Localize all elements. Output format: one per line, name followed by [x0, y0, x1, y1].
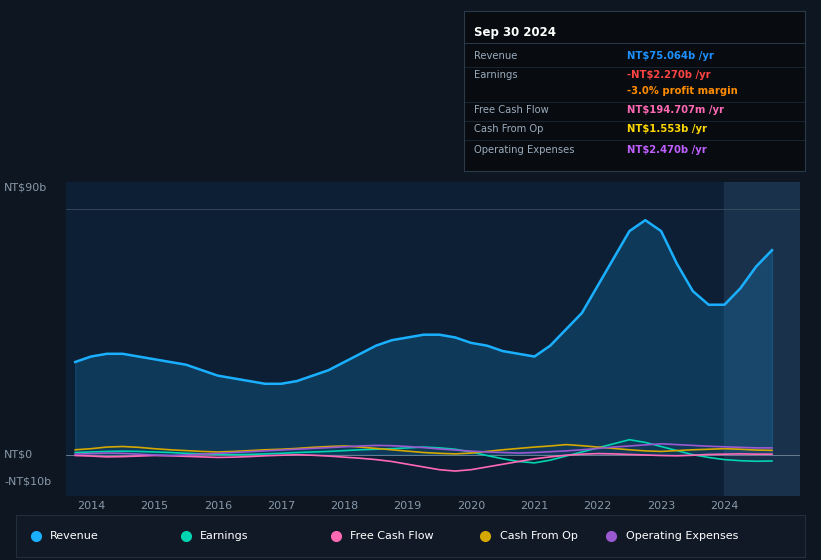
Text: -NT$2.270b /yr: -NT$2.270b /yr — [627, 70, 711, 80]
Text: Earnings: Earnings — [200, 531, 249, 541]
Text: Cash From Op: Cash From Op — [499, 531, 577, 541]
Text: -3.0% profit margin: -3.0% profit margin — [627, 86, 738, 96]
Text: NT$1.553b /yr: NT$1.553b /yr — [627, 124, 708, 134]
Text: NT$90b: NT$90b — [4, 182, 48, 192]
Text: -NT$10b: -NT$10b — [4, 477, 51, 487]
Text: NT$0: NT$0 — [4, 450, 33, 460]
Text: Sep 30 2024: Sep 30 2024 — [474, 26, 556, 39]
Text: NT$75.064b /yr: NT$75.064b /yr — [627, 51, 714, 61]
Text: Free Cash Flow: Free Cash Flow — [350, 531, 433, 541]
Text: Operating Expenses: Operating Expenses — [626, 531, 738, 541]
Bar — [724, 182, 800, 496]
Text: Cash From Op: Cash From Op — [474, 124, 544, 134]
Text: NT$194.707m /yr: NT$194.707m /yr — [627, 105, 724, 115]
Text: Revenue: Revenue — [474, 51, 517, 61]
Text: Earnings: Earnings — [474, 70, 518, 80]
Text: NT$2.470b /yr: NT$2.470b /yr — [627, 145, 707, 155]
Text: Operating Expenses: Operating Expenses — [474, 145, 575, 155]
Text: Revenue: Revenue — [50, 531, 99, 541]
Text: Free Cash Flow: Free Cash Flow — [474, 105, 548, 115]
